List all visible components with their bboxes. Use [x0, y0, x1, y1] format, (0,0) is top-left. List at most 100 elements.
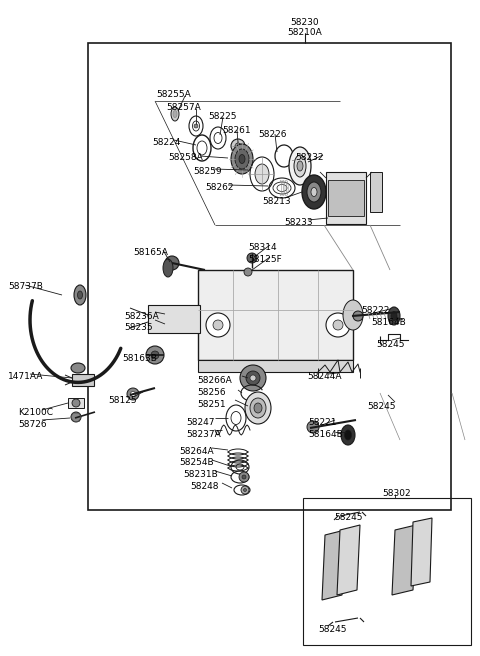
Text: 58261: 58261	[222, 126, 251, 135]
Polygon shape	[392, 525, 416, 595]
Text: 58125F: 58125F	[248, 255, 282, 264]
Ellipse shape	[307, 182, 321, 202]
Text: 58235: 58235	[124, 323, 153, 332]
Circle shape	[244, 268, 252, 276]
Ellipse shape	[235, 149, 249, 169]
Text: 58255A: 58255A	[156, 90, 191, 99]
Text: 58164B: 58164B	[308, 430, 343, 439]
Ellipse shape	[341, 425, 355, 445]
Text: 58165A: 58165A	[133, 248, 168, 257]
Polygon shape	[337, 525, 360, 595]
Circle shape	[206, 313, 230, 337]
Circle shape	[250, 375, 256, 381]
Text: 58164B: 58164B	[371, 318, 406, 327]
Text: 58213: 58213	[262, 197, 290, 206]
Circle shape	[235, 143, 241, 149]
Circle shape	[246, 371, 260, 385]
Text: 58256: 58256	[197, 388, 226, 397]
Ellipse shape	[239, 155, 245, 163]
Circle shape	[326, 313, 350, 337]
Circle shape	[213, 320, 223, 330]
Ellipse shape	[250, 398, 266, 418]
Text: 58233: 58233	[284, 218, 312, 227]
Circle shape	[131, 392, 135, 396]
Text: 58248: 58248	[190, 482, 218, 491]
Circle shape	[165, 256, 179, 270]
Text: 58230: 58230	[291, 18, 319, 27]
Circle shape	[231, 139, 245, 153]
Circle shape	[307, 421, 319, 433]
Text: 58257A: 58257A	[166, 103, 201, 112]
Text: 58302: 58302	[382, 489, 410, 498]
Ellipse shape	[289, 147, 311, 185]
Ellipse shape	[171, 107, 179, 121]
Ellipse shape	[388, 307, 400, 325]
Text: 58236A: 58236A	[124, 312, 159, 321]
Text: 58231B: 58231B	[183, 470, 218, 479]
Text: 58726: 58726	[18, 420, 47, 429]
Text: 58247: 58247	[186, 418, 215, 427]
Text: 58226: 58226	[258, 130, 287, 139]
Text: 58258A: 58258A	[168, 153, 203, 162]
Text: 58266A: 58266A	[197, 376, 232, 385]
Circle shape	[146, 346, 164, 364]
Text: 58245: 58245	[376, 340, 405, 349]
Text: 58224: 58224	[152, 138, 180, 147]
Ellipse shape	[231, 144, 253, 174]
Ellipse shape	[294, 155, 306, 177]
Text: 1471AA: 1471AA	[8, 372, 43, 381]
Circle shape	[194, 124, 198, 128]
Ellipse shape	[311, 188, 317, 197]
Circle shape	[353, 311, 363, 321]
Text: 58222: 58222	[361, 306, 389, 315]
Ellipse shape	[71, 363, 85, 373]
Bar	[72, 374, 94, 386]
Ellipse shape	[391, 312, 397, 321]
Bar	[148, 305, 200, 333]
Ellipse shape	[343, 300, 363, 330]
Ellipse shape	[77, 291, 83, 299]
Bar	[303, 498, 471, 645]
Ellipse shape	[345, 430, 351, 440]
Circle shape	[240, 365, 266, 391]
Bar	[370, 172, 382, 212]
Text: 58210A: 58210A	[288, 28, 323, 37]
Bar	[68, 398, 84, 408]
Circle shape	[243, 489, 247, 491]
Text: 58245: 58245	[367, 402, 396, 411]
Ellipse shape	[254, 403, 262, 413]
Text: 58264A: 58264A	[179, 447, 214, 456]
Circle shape	[239, 472, 249, 482]
Circle shape	[333, 320, 343, 330]
Text: 58251: 58251	[197, 400, 226, 409]
Text: 58163B: 58163B	[122, 354, 157, 363]
Circle shape	[72, 399, 80, 407]
Ellipse shape	[163, 259, 173, 277]
Ellipse shape	[255, 164, 269, 184]
Text: 58221: 58221	[308, 418, 336, 427]
Text: 58737B: 58737B	[8, 282, 43, 291]
Bar	[326, 172, 366, 224]
Bar	[198, 360, 353, 372]
Text: 58125: 58125	[108, 396, 137, 405]
Text: 58259: 58259	[193, 167, 222, 176]
Text: K2100C: K2100C	[18, 408, 53, 417]
Circle shape	[151, 351, 159, 359]
Bar	[88, 43, 451, 510]
Bar	[198, 270, 353, 360]
Text: 58232: 58232	[295, 153, 324, 162]
Circle shape	[242, 475, 246, 479]
Text: 58245: 58245	[318, 625, 347, 634]
Ellipse shape	[245, 392, 271, 424]
Polygon shape	[322, 530, 345, 600]
Text: 58237A: 58237A	[186, 430, 221, 439]
Polygon shape	[411, 518, 432, 586]
Text: 58245: 58245	[334, 513, 362, 522]
Text: 58262: 58262	[205, 183, 233, 192]
Circle shape	[247, 253, 257, 263]
Text: 58244A: 58244A	[307, 372, 341, 381]
Ellipse shape	[297, 161, 303, 171]
Bar	[328, 180, 364, 216]
Text: 58254B: 58254B	[179, 458, 214, 467]
Ellipse shape	[74, 285, 86, 305]
